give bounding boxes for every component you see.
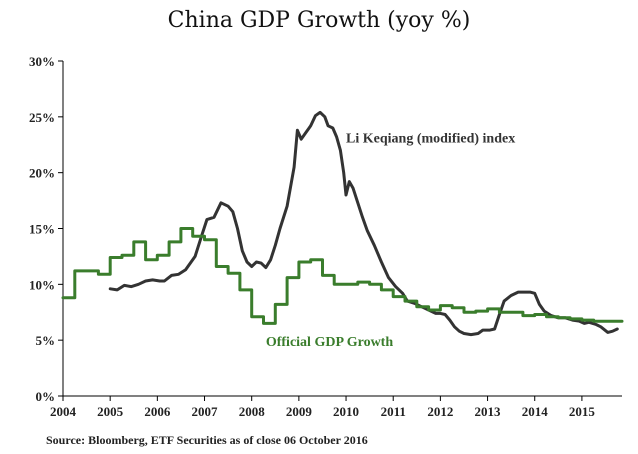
series-label-li_keqiang: Li Keqiang (modified) index (346, 132, 515, 147)
y-tick-label: 25% (29, 110, 55, 125)
x-tick-label: 2009 (286, 404, 313, 419)
y-tick-label: 10% (29, 277, 55, 292)
y-tick-label: 20% (29, 166, 55, 181)
y-tick-label: 30% (29, 54, 55, 69)
x-tick-label: 2004 (50, 404, 77, 419)
series-line-li_keqiang (108, 110, 619, 337)
x-tick-label: 2011 (381, 404, 406, 419)
y-tick-label: 5% (36, 333, 56, 348)
y-tick-label: 15% (29, 222, 55, 237)
x-tick-label: 2007 (192, 404, 219, 419)
x-tick-label: 2006 (144, 404, 171, 419)
x-tick-label: 2015 (569, 404, 596, 419)
series-line-official (61, 227, 624, 325)
chart-title: China GDP Growth (yoy %) (167, 8, 471, 33)
y-tick-label: 0% (36, 389, 56, 404)
x-tick-label: 2012 (427, 404, 453, 419)
x-tick-label: 2010 (333, 404, 359, 419)
x-tick-label: 2008 (239, 404, 266, 419)
series-label-official: Official GDP Growth (266, 335, 393, 350)
x-tick-label: 2014 (522, 404, 549, 419)
x-tick-label: 2005 (97, 404, 124, 419)
source-note: Source: Bloomberg, ETF Securities as of … (46, 433, 368, 447)
x-tick-label: 2013 (475, 404, 502, 419)
